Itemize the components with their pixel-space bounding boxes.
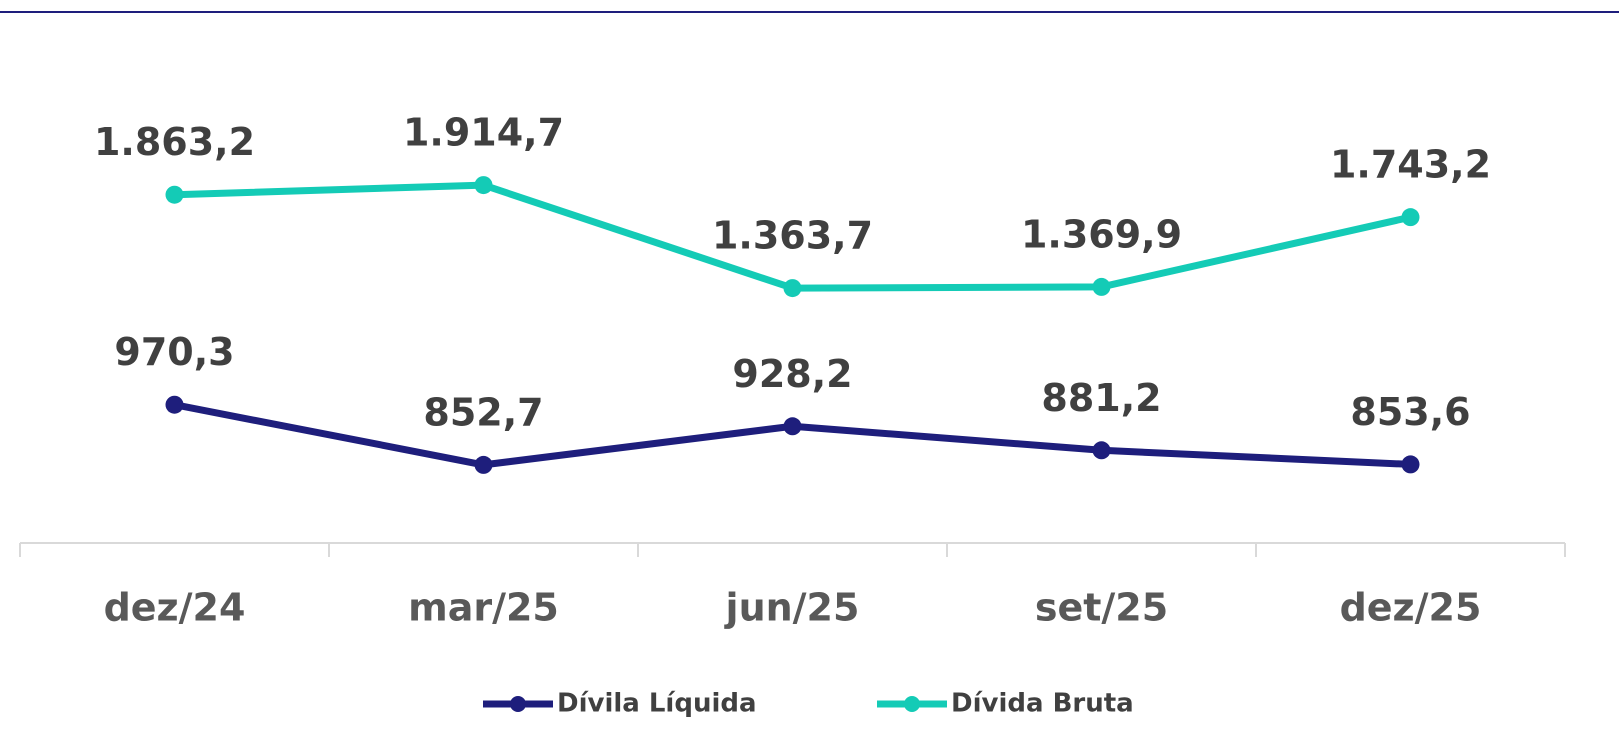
data-label: 852,7 bbox=[423, 390, 543, 434]
point bbox=[1092, 277, 1111, 296]
legend-label: Dívila Líquida bbox=[557, 689, 757, 719]
x-tick-label: dez/24 bbox=[104, 586, 246, 630]
point bbox=[165, 395, 184, 414]
point bbox=[1401, 208, 1420, 227]
data-label: 881,2 bbox=[1041, 376, 1161, 420]
legend-marker bbox=[510, 696, 526, 712]
legend-label: Dívida Bruta bbox=[951, 689, 1134, 719]
data-label: 853,6 bbox=[1350, 390, 1470, 434]
data-label: 928,2 bbox=[732, 352, 852, 396]
point bbox=[474, 455, 493, 474]
point bbox=[1092, 441, 1111, 460]
legend-marker bbox=[904, 696, 920, 712]
data-label: 1.369,9 bbox=[1021, 212, 1182, 256]
x-tick-label: mar/25 bbox=[408, 586, 559, 630]
point bbox=[783, 417, 802, 436]
data-label: 970,3 bbox=[114, 330, 234, 374]
x-tick-label: set/25 bbox=[1035, 586, 1168, 630]
data-label: 1.914,7 bbox=[403, 111, 564, 155]
data-label: 1.363,7 bbox=[712, 214, 873, 258]
point bbox=[474, 176, 493, 195]
point bbox=[1401, 455, 1420, 474]
point bbox=[783, 279, 802, 298]
point bbox=[165, 185, 184, 204]
data-label: 1.743,2 bbox=[1330, 143, 1491, 187]
data-label: 1.863,2 bbox=[94, 120, 255, 164]
x-tick-label: dez/25 bbox=[1340, 586, 1482, 630]
x-tick-label: jun/25 bbox=[724, 586, 860, 630]
